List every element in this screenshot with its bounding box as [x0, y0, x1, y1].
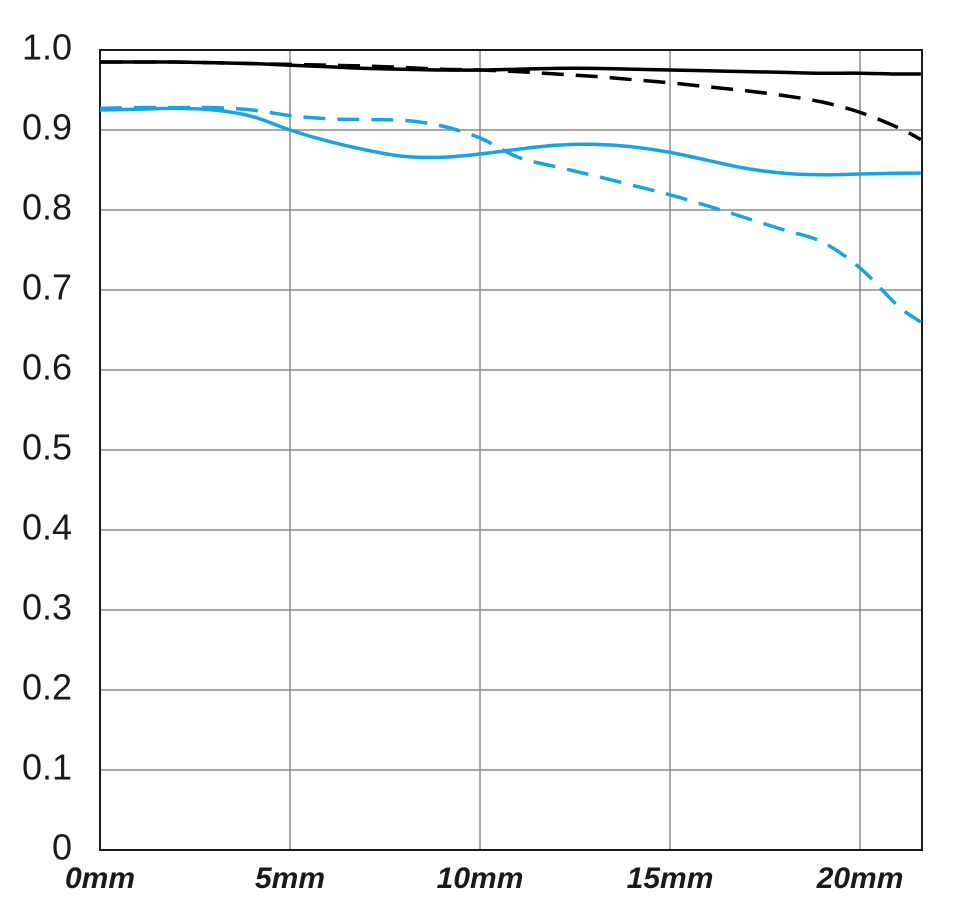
- series-line: [100, 60, 922, 142]
- x-tick-label: 10mm: [437, 862, 524, 895]
- x-tick-label: 0mm: [65, 862, 135, 895]
- y-tick-label: 0.7: [22, 267, 72, 308]
- y-tick-label: 1.0: [22, 27, 72, 68]
- y-tick-label: 0.1: [22, 747, 72, 788]
- y-tick-label: 0.2: [22, 667, 72, 708]
- y-tick-label: 0.4: [22, 507, 72, 548]
- y-tick-label: 0.9: [22, 107, 72, 148]
- series-line: [99, 106, 921, 177]
- x-tick-label: 5mm: [255, 862, 325, 895]
- y-tick-label: 0: [52, 827, 72, 868]
- y-tick-label: 0.3: [22, 587, 72, 628]
- plot-frame: [99, 49, 923, 851]
- series-line: [99, 105, 922, 324]
- x-tick-label: 20mm: [816, 862, 904, 895]
- y-tick-label: 0.8: [22, 187, 72, 228]
- y-tick-label: 0.6: [22, 347, 72, 388]
- y-tick-label: 0.5: [22, 427, 72, 468]
- x-tick-label: 15mm: [627, 862, 714, 895]
